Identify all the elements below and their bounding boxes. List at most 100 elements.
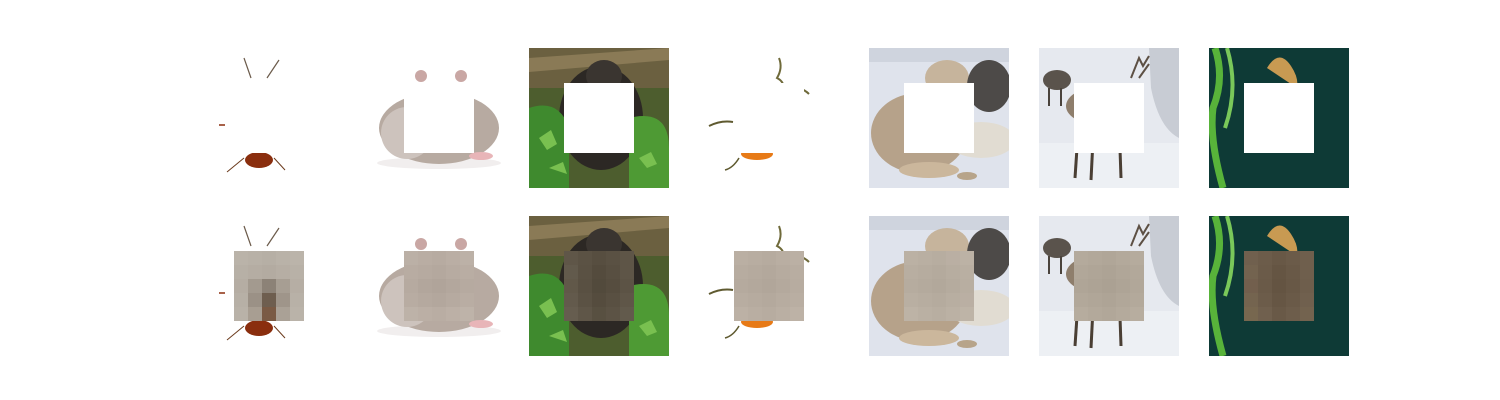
pixel-block [446, 265, 460, 279]
pixel-block [1102, 293, 1116, 307]
pixel-block [1300, 307, 1314, 321]
reconstructed-image-wolves [869, 216, 1009, 356]
pixel-block [932, 279, 946, 293]
pixel-block [564, 307, 578, 321]
pixel-block [418, 293, 432, 307]
pixel-block [918, 251, 932, 265]
pixel-block [404, 265, 418, 279]
pixel-block [748, 279, 762, 293]
pixel-block [592, 279, 606, 293]
pixel-block [446, 307, 460, 321]
masked-image-wolves [869, 48, 1009, 188]
pixel-block [1116, 307, 1130, 321]
mask-region [1074, 83, 1144, 153]
pixel-block [578, 251, 592, 265]
pixel-block [262, 251, 276, 265]
pixelated-patch [234, 251, 304, 321]
pixel-block [762, 279, 776, 293]
pixel-block [606, 293, 620, 307]
pixelated-patch [734, 251, 804, 321]
pixel-block [1258, 293, 1272, 307]
pixel-block [1286, 307, 1300, 321]
pixel-block [734, 265, 748, 279]
pixel-block [1130, 293, 1144, 307]
pixel-block [918, 307, 932, 321]
pixel-block [946, 279, 960, 293]
pixel-block [404, 279, 418, 293]
pixel-block [932, 307, 946, 321]
pixel-block [1258, 279, 1272, 293]
pixelated-patch [564, 251, 634, 321]
pixel-block [1130, 279, 1144, 293]
pixel-block [290, 279, 304, 293]
pixel-block [946, 251, 960, 265]
pixel-block [734, 307, 748, 321]
reindeer-photo [1039, 216, 1179, 356]
pixel-block [578, 279, 592, 293]
pixel-block [734, 293, 748, 307]
pixel-block [620, 293, 634, 307]
pixel-block [946, 293, 960, 307]
pixel-block [904, 251, 918, 265]
pixel-block [432, 307, 446, 321]
pixel-block [1300, 265, 1314, 279]
pixel-block [1300, 251, 1314, 265]
pixel-block [248, 265, 262, 279]
pixel-block [776, 265, 790, 279]
pixel-block [762, 307, 776, 321]
pixel-block [1258, 251, 1272, 265]
pixel-block [446, 251, 460, 265]
pixel-block [946, 265, 960, 279]
pixel-block [418, 307, 432, 321]
pixel-block [790, 279, 804, 293]
mask-region [1244, 83, 1314, 153]
pixel-block [290, 251, 304, 265]
pixel-block [776, 251, 790, 265]
mask-region [564, 83, 634, 153]
pixel-block [276, 293, 290, 307]
pixel-block [1130, 265, 1144, 279]
pixel-block [276, 265, 290, 279]
pixel-block [578, 293, 592, 307]
pixel-block [620, 251, 634, 265]
pixel-block [606, 265, 620, 279]
pixel-block [564, 265, 578, 279]
masked-image-black-bear [529, 48, 669, 188]
pixel-block [404, 307, 418, 321]
pixel-block [1116, 251, 1130, 265]
pixel-block [1244, 279, 1258, 293]
mask-region [234, 83, 304, 153]
pixel-block [248, 279, 262, 293]
pixel-block [262, 307, 276, 321]
pixelated-patch [404, 251, 474, 321]
pixel-block [1272, 251, 1286, 265]
pixel-block [790, 307, 804, 321]
pixel-block [606, 279, 620, 293]
pixel-block [1102, 279, 1116, 293]
pixel-block [564, 293, 578, 307]
pixel-block [460, 251, 474, 265]
pixel-block [1244, 251, 1258, 265]
pixel-block [762, 251, 776, 265]
pixel-block [734, 251, 748, 265]
pixel-block [1074, 265, 1088, 279]
pixel-block [904, 265, 918, 279]
pixel-block [592, 293, 606, 307]
reconstructed-image-hamster [369, 216, 509, 356]
pixelated-patch [1244, 251, 1314, 321]
pixel-block [1258, 265, 1272, 279]
pixel-block [918, 293, 932, 307]
pixel-block [234, 265, 248, 279]
pixel-block [592, 265, 606, 279]
pixel-block [932, 251, 946, 265]
reconstructed-image-cockroach [199, 216, 339, 356]
pixel-block [234, 307, 248, 321]
mask-region [734, 83, 804, 153]
pixel-block [1074, 251, 1088, 265]
pixel-block [404, 251, 418, 265]
pixel-block [248, 293, 262, 307]
pixel-block [234, 279, 248, 293]
pixel-block [404, 293, 418, 307]
pixel-block [776, 293, 790, 307]
pixel-block [432, 251, 446, 265]
